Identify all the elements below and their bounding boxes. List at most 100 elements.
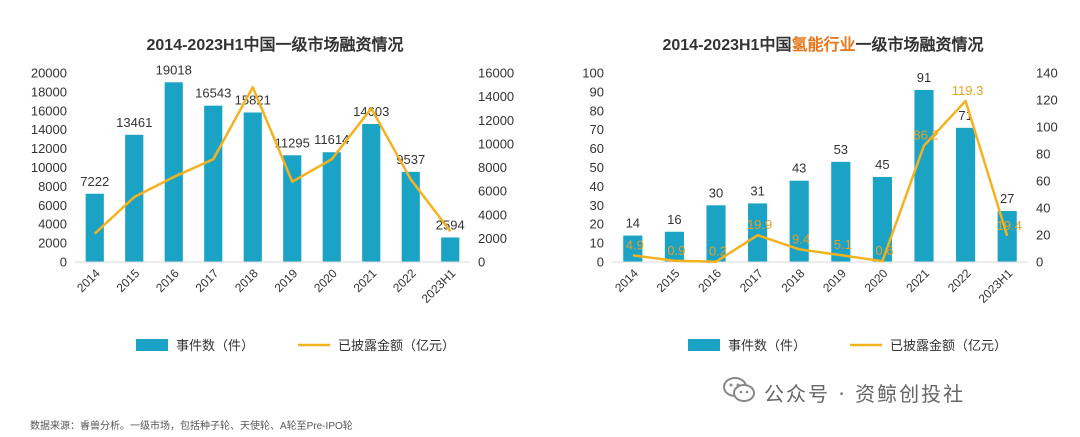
line-label: 19.9 — [747, 217, 772, 232]
y-left-tick: 8000 — [38, 179, 67, 194]
x-tick: 2015 — [114, 266, 143, 295]
y-right-tick: 100 — [1036, 120, 1058, 135]
line-label: 9.4 — [792, 231, 810, 246]
bar — [362, 124, 381, 262]
legend-bar-swatch — [688, 339, 720, 351]
financing-chart-overall: 2014-2023H1中国一级市场融资情况 0 2000 4000 6000 8000 10… — [0, 0, 540, 400]
legend-line-label: 已披露金额（亿元） — [890, 338, 1007, 353]
bar-label: 16 — [667, 212, 681, 227]
watermark: 公众号 · 资鲸创投社 — [722, 376, 965, 409]
line-label: 0.2 — [709, 244, 727, 259]
bar — [204, 105, 223, 263]
y-left-tick: 10000 — [31, 160, 67, 175]
y-left-tick: 50 — [590, 160, 604, 175]
amount-line — [632, 99, 1009, 263]
y-left-tick: 0 — [597, 255, 604, 270]
y-right-tick: 20 — [1036, 228, 1050, 243]
bar — [956, 127, 976, 262]
amount-line — [93, 85, 452, 235]
bar — [706, 205, 726, 262]
y-left-tick: 12000 — [31, 141, 67, 156]
bar-label: 91 — [917, 70, 931, 85]
line-label: 86.2 — [913, 128, 938, 143]
x-tick: 2018 — [779, 266, 808, 295]
bar — [664, 231, 684, 262]
y-right-tick: 16000 — [478, 66, 514, 81]
y-right-tick: 120 — [1036, 93, 1058, 108]
legend-bar-label: 事件数（件） — [728, 338, 806, 353]
bar — [441, 237, 460, 262]
y-left-tick: 70 — [590, 122, 604, 137]
bar-label: 13461 — [116, 115, 152, 130]
bar-label: 14603 — [353, 104, 389, 119]
y-right-tick: 140 — [1036, 66, 1058, 81]
y-right-tick: 2000 — [478, 231, 507, 246]
bar — [872, 176, 892, 262]
line-label: 5.1 — [834, 237, 852, 252]
y-left-tick: 30 — [590, 198, 604, 213]
chart-left-title: 2014-2023H1中国一级市场融资情况 — [147, 35, 404, 54]
x-tick: 2018 — [232, 266, 261, 295]
x-tick: 2014 — [74, 266, 103, 295]
y-left-tick: 100 — [582, 66, 604, 81]
x-tick: 2021 — [351, 266, 380, 295]
y-right-tick: 6000 — [478, 184, 507, 199]
bar-label: 45 — [875, 157, 889, 172]
x-tick: 2017 — [737, 266, 766, 295]
x-tick: 2019 — [272, 266, 301, 295]
y-left-tick: 2000 — [38, 236, 67, 251]
source-note: 数据来源：睿兽分析。一级市场，包括种子轮、天使轮、A轮至Pre-IPO轮 — [30, 421, 353, 432]
bar-label: 53 — [834, 142, 848, 157]
y-left-tick: 40 — [590, 179, 604, 194]
y-left-tick: 14000 — [31, 122, 67, 137]
y-right-tick: 10000 — [478, 136, 514, 151]
bar-label: 30 — [709, 185, 723, 200]
x-tick: 2023H1 — [419, 266, 459, 306]
bar — [164, 82, 183, 262]
y-left-tick: 90 — [590, 84, 604, 99]
y-left-tick: 6000 — [38, 198, 67, 213]
y-right-tick: 14000 — [478, 89, 514, 104]
bar — [831, 161, 851, 262]
x-tick: 2016 — [695, 266, 724, 295]
x-tick: 2015 — [654, 266, 683, 295]
bar-label: 27 — [1000, 191, 1014, 206]
x-tick: 2021 — [903, 266, 932, 295]
y-left-tick: 18000 — [31, 84, 67, 99]
bar — [322, 152, 341, 262]
bar-label: 16543 — [195, 86, 231, 101]
chart-right-title-part: 2014-2023H1中国 — [662, 35, 791, 54]
bar — [243, 112, 262, 262]
y-left-tick: 60 — [590, 141, 604, 156]
x-tick: 2022 — [945, 266, 974, 295]
x-tick: 2016 — [153, 266, 182, 295]
bar-label: 19018 — [156, 62, 192, 77]
bar-label: 31 — [750, 183, 764, 198]
watermark-text: 公众号 · 资鲸创投社 — [764, 382, 966, 406]
bar — [789, 180, 809, 262]
y-left-tick: 80 — [590, 103, 604, 118]
line-label: 4.9 — [626, 237, 644, 252]
bar — [85, 193, 104, 262]
x-tick: 2019 — [820, 266, 849, 295]
legend-line-label: 已披露金额（亿元） — [338, 338, 455, 353]
wechat-icon — [722, 376, 756, 409]
y-right-tick: 4000 — [478, 207, 507, 222]
bar-label: 43 — [792, 161, 806, 176]
y-right-tick: 0 — [478, 255, 485, 270]
y-left-tick: 0 — [60, 255, 67, 270]
x-tick: 2022 — [390, 266, 419, 295]
x-tick: 2017 — [193, 266, 222, 295]
bar-label: 15821 — [235, 92, 271, 107]
y-right-tick: 40 — [1036, 201, 1050, 216]
line-label: 0.9 — [667, 243, 685, 258]
bar — [914, 90, 934, 262]
y-right-tick: 8000 — [478, 160, 507, 175]
bar-label: 7222 — [80, 174, 109, 189]
bar — [401, 171, 420, 262]
bar — [283, 155, 302, 262]
x-tick: 2023H1 — [976, 266, 1016, 306]
y-right-tick: 80 — [1036, 147, 1050, 162]
bar-label: 11614 — [314, 132, 349, 147]
chart-right-title-part: 氢能行业 — [791, 35, 855, 54]
